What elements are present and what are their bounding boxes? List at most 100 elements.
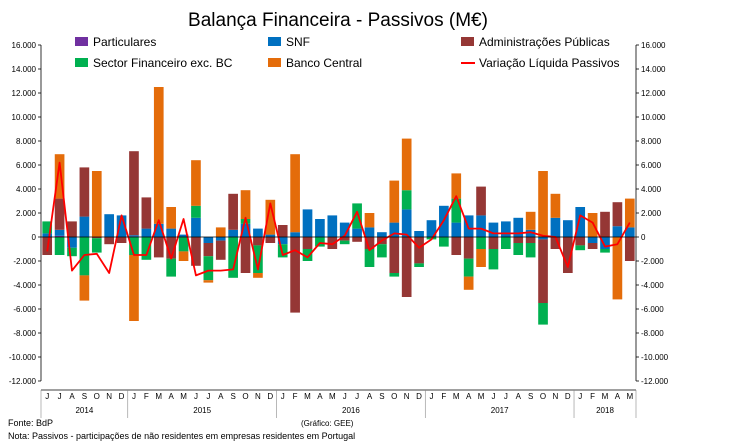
bar-segment [426,220,437,237]
right-tick-label: -8.000 [641,329,664,338]
month-label: J [343,392,347,401]
month-label: A [367,392,373,401]
month-label: O [242,392,248,401]
series-line [46,161,631,277]
bar-segment [228,229,238,237]
month-label: M [304,392,311,401]
legend-item: Administrações Públicas [461,35,610,49]
left-tick-label: 0 [32,233,37,242]
month-label: O [540,392,546,401]
bar-segment [153,87,164,224]
bar-segment [476,186,486,216]
legend-item: Banco Central [268,56,362,70]
bar-segment [67,247,77,257]
bar-segment [525,229,536,237]
bar-segment [439,237,449,247]
month-label: O [391,392,397,401]
bar-segment [203,280,214,283]
bar-segment [624,237,635,261]
month-label: A [218,392,224,401]
bar-segment [389,237,400,273]
bar-segment [600,237,610,249]
bar-segment [54,235,65,237]
bar-segment [476,249,486,267]
bar-segment [587,237,598,243]
bar-segment [203,237,214,243]
bar-segment [265,237,276,243]
bar-segment [451,222,462,237]
bar-segment [525,237,536,243]
month-label: F [293,392,298,401]
bar-segment [575,207,586,237]
bar-segment [104,214,115,237]
left-tick-label: 16.000 [12,41,37,50]
year-label: 2018 [596,406,614,415]
month-label: J [429,392,433,401]
bar-segment [253,273,263,278]
month-label: N [404,392,410,401]
bar-segment [153,237,164,258]
bar-segment [339,222,350,237]
month-label: A [466,392,472,401]
month-label: M [602,392,609,401]
year-label: 2015 [193,406,211,415]
bar-segment [463,237,474,259]
left-tick-label: -12.000 [9,377,37,386]
left-tick-label: 8.000 [16,137,37,146]
bar-segment [129,237,139,255]
bar-segment [587,243,598,249]
bar-segment [166,237,176,259]
bar-segment [228,237,238,278]
left-tick-label: -2.000 [13,257,36,266]
bar-segment [215,237,226,241]
month-label: M [453,392,460,401]
legend: Particulares SNF Administrações Públicas Se… [75,35,620,70]
right-tick-label: -6.000 [641,305,664,314]
bar-segment [203,256,214,281]
legend-label: Banco Central [286,56,362,70]
bar-segment [191,237,201,266]
bar-segment [302,237,313,249]
bar-segment [67,221,77,237]
bar-segment [463,276,474,290]
left-tick-label: -8.000 [13,329,36,338]
bar-segment [550,217,561,237]
month-label: A [168,392,174,401]
right-tick-label: 6.000 [641,161,662,170]
bar-segment [178,237,189,252]
month-label: M [626,392,633,401]
month-label: J [578,392,582,401]
bar-segment [54,229,65,236]
month-label: D [416,392,422,401]
plot-area [42,87,635,325]
bar-segment [389,222,400,237]
month-label: J [491,392,495,401]
bar-segment [215,227,226,237]
bar-segment [129,255,139,321]
bar-segment [463,258,474,277]
legend-label: Particulares [93,35,156,49]
right-tick-label: 10.000 [641,113,666,122]
bar-segment [54,154,65,199]
bar-segment [91,171,102,237]
bar-segment [339,240,350,245]
bar-segment [414,263,424,267]
bar-segment [538,239,548,303]
month-label: J [281,392,285,401]
bar-segment [476,237,486,249]
left-tick-label: -6.000 [13,305,36,314]
footnote: Nota: Passivos - participações de não re… [8,431,356,441]
right-tick-label: -12.000 [641,377,669,386]
bar-segment [414,237,424,264]
bar-segment [538,237,548,240]
month-label: D [267,392,273,401]
bar-segment [401,138,412,191]
year-label: 2014 [75,406,93,415]
bar-segment [141,197,152,229]
bar-segment [364,237,375,249]
bar-segment [240,223,251,237]
month-label: J [504,392,508,401]
right-tick-label: 4.000 [641,185,662,194]
bar-segment [389,273,400,277]
bar-segment [253,228,263,237]
